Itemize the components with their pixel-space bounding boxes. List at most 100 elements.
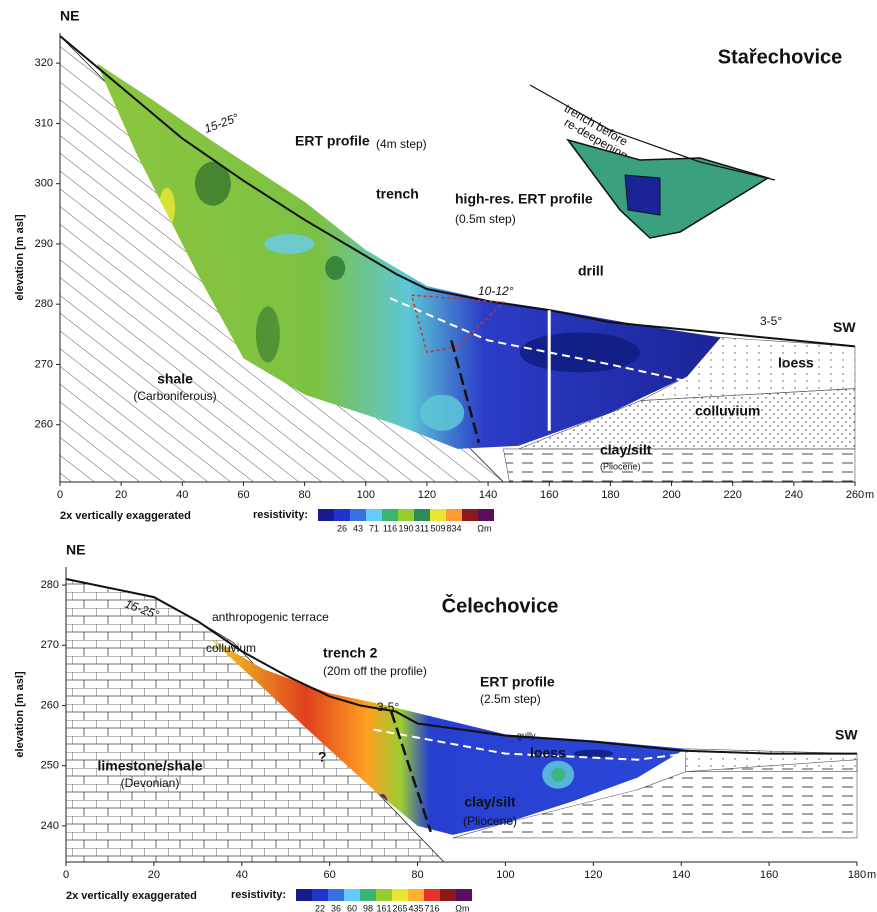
x-tick-label: 140 — [479, 489, 497, 501]
legend-swatch — [392, 889, 408, 901]
annotation: clay/silt — [464, 794, 516, 810]
anomaly — [264, 234, 314, 254]
legend-swatch — [414, 509, 430, 521]
y-tick-label: 280 — [41, 579, 59, 591]
annotation: loess — [778, 355, 814, 371]
sw-label: SW — [833, 319, 856, 335]
legend-value: 265 — [392, 903, 407, 912]
inset-ert — [568, 140, 768, 238]
legend-swatch — [430, 509, 446, 521]
legend-swatch — [446, 509, 462, 521]
anomaly — [573, 750, 613, 758]
x-tick-label: 40 — [176, 489, 188, 501]
y-tick-label: 300 — [35, 178, 53, 190]
figure: 020406080100120140160180200220240260m260… — [0, 0, 877, 912]
annotation: loess — [530, 745, 566, 761]
legend-swatch — [440, 889, 456, 901]
legend-unit: Ωm — [455, 903, 469, 912]
x-tick-label: 60 — [237, 489, 249, 501]
x-unit: m — [865, 489, 874, 501]
annotation: drill — [578, 263, 604, 279]
note: 2x vertically exaggerated — [60, 510, 191, 522]
y-tick-label: 290 — [35, 238, 53, 250]
anomaly — [420, 395, 464, 431]
legend-value: 190 — [398, 523, 413, 533]
legend-swatch — [344, 889, 360, 901]
legend-swatch — [334, 509, 350, 521]
annotation: high-res. ERT profile — [455, 191, 593, 207]
annotation: (Devonian) — [121, 776, 180, 790]
legend-value: 311 — [415, 523, 429, 533]
annotation: (0.5m step) — [455, 212, 516, 226]
ne-label: NE — [66, 542, 85, 558]
annotation: limestone/shale — [97, 758, 202, 774]
x-tick-label: 100 — [496, 869, 514, 881]
inset-trench — [625, 175, 660, 215]
annotation: (Carboniferous) — [133, 389, 216, 403]
y-axis-label: elevation [m asl] — [14, 671, 26, 758]
x-tick-label: 80 — [411, 869, 423, 881]
y-tick-label: 320 — [35, 57, 53, 69]
y-tick-label: 260 — [35, 419, 53, 431]
x-tick-label: 240 — [785, 489, 803, 501]
y-tick-label: 310 — [35, 117, 53, 129]
legend-value: 60 — [347, 903, 357, 912]
legend-swatch — [382, 509, 398, 521]
legend-swatch — [456, 889, 472, 901]
legend-swatch — [366, 509, 382, 521]
x-tick-label: 20 — [148, 869, 160, 881]
legend-swatch — [376, 889, 392, 901]
y-tick-label: 280 — [35, 298, 53, 310]
legend-value: 43 — [353, 523, 363, 533]
x-tick-label: 160 — [760, 869, 778, 881]
annotation: colluvium — [206, 641, 256, 655]
annotation: gully — [517, 730, 536, 740]
ne-label: NE — [60, 8, 79, 24]
x-tick-label: 180 — [848, 869, 866, 881]
annotation: anthropogenic terrace — [212, 610, 329, 624]
y-tick-label: 260 — [41, 699, 59, 711]
note: 2x vertically exaggerated — [66, 890, 197, 902]
anomaly — [256, 306, 280, 362]
legend-swatch — [398, 509, 414, 521]
x-tick-label: 180 — [601, 489, 619, 501]
annotation: colluvium — [695, 403, 760, 419]
x-tick-label: 0 — [57, 489, 63, 501]
x-unit: m — [867, 869, 876, 881]
annotation: 10-12° — [478, 284, 514, 298]
legend-value: 36 — [331, 903, 341, 912]
legend-swatch — [318, 509, 334, 521]
x-tick-label: 260 — [846, 489, 864, 501]
legend-label: resistivity: — [253, 509, 308, 521]
annotation: 3-5° — [760, 314, 782, 328]
legend-label: resistivity: — [231, 889, 286, 901]
annotation: trench — [376, 186, 419, 202]
legend-swatch — [350, 509, 366, 521]
annotation: trench 2 — [323, 645, 378, 661]
panel-title: Stařechovice — [718, 46, 843, 68]
annotation: (20m off the profile) — [323, 664, 427, 678]
legend-swatch — [462, 509, 478, 521]
x-tick-label: 120 — [584, 869, 602, 881]
legend-value: 26 — [337, 523, 347, 533]
y-tick-label: 240 — [41, 820, 59, 832]
x-tick-label: 60 — [324, 869, 336, 881]
legend-swatch — [424, 889, 440, 901]
legend-swatch — [408, 889, 424, 901]
annotation: ERT profile — [480, 674, 555, 690]
page: {"panels":[ {"title":"Stařechovice","ne"… — [0, 0, 877, 912]
x-tick-label: 40 — [236, 869, 248, 881]
annotation: shale — [157, 371, 193, 387]
geo-unit — [503, 449, 855, 482]
legend-value: 509 — [430, 523, 445, 533]
sw-label: SW — [835, 726, 858, 742]
annotation: 3-5° — [377, 700, 399, 714]
x-tick-label: 0 — [63, 869, 69, 881]
legend-value: 435 — [408, 903, 423, 912]
annotation: (Pliocene) — [600, 461, 641, 471]
x-tick-label: 100 — [357, 489, 375, 501]
annotation: clay/silt — [600, 442, 652, 458]
anomaly — [325, 256, 345, 280]
